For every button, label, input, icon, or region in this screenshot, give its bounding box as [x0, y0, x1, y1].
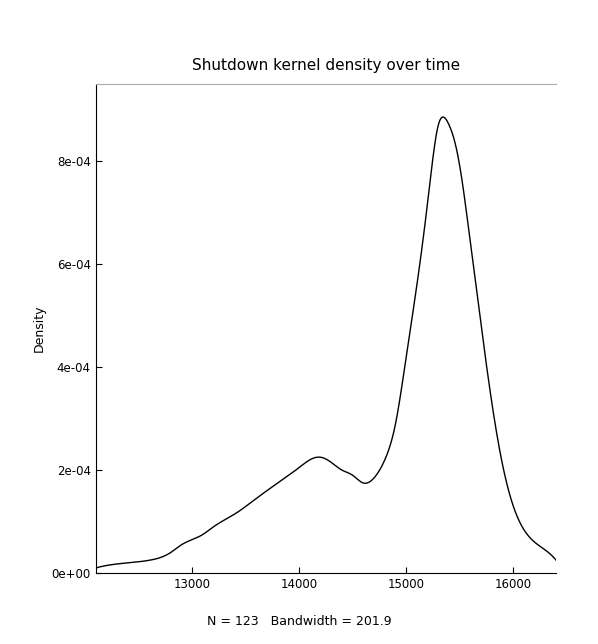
Text: N = 123   Bandwidth = 201.9: N = 123 Bandwidth = 201.9: [207, 614, 391, 628]
Y-axis label: Density: Density: [33, 305, 46, 352]
Title: Shutdown kernel density over time: Shutdown kernel density over time: [192, 58, 460, 73]
